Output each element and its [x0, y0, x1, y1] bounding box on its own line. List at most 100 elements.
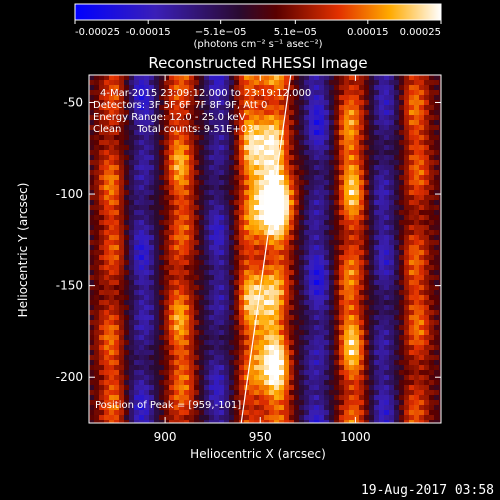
heatmap-cell: [154, 105, 160, 111]
heatmap-cell: [184, 90, 190, 96]
heatmap-cell: [259, 265, 265, 271]
heatmap-cell: [114, 305, 120, 311]
heatmap-cell: [274, 120, 280, 126]
heatmap-cell: [374, 280, 380, 286]
heatmap-cell: [159, 130, 165, 136]
heatmap-cell: [234, 405, 240, 411]
heatmap-cell: [409, 190, 415, 196]
heatmap-cell: [229, 205, 235, 211]
heatmap-cell: [154, 345, 160, 351]
heatmap-cell: [264, 385, 270, 391]
heatmap-cell: [404, 350, 410, 356]
heatmap-cell: [404, 185, 410, 191]
heatmap-cell: [154, 420, 160, 423]
heatmap-cell: [174, 95, 180, 101]
heatmap-cell: [89, 215, 95, 221]
heatmap-cell: [284, 150, 290, 156]
heatmap-cell: [174, 255, 180, 261]
heatmap-cell: [309, 255, 315, 261]
heatmap-cell: [304, 95, 310, 101]
heatmap-cell: [224, 280, 230, 286]
heatmap-cell: [134, 130, 140, 136]
heatmap-cell: [254, 185, 260, 191]
heatmap-cell: [94, 90, 100, 96]
heatmap-cell: [279, 155, 285, 161]
heatmap-cell: [434, 380, 440, 386]
heatmap-cell: [124, 235, 130, 241]
heatmap-cell: [184, 380, 190, 386]
heatmap-cell: [434, 400, 440, 406]
heatmap-cell: [229, 385, 235, 391]
heatmap-cell: [279, 105, 285, 111]
heatmap-cell: [114, 190, 120, 196]
heatmap-cell: [184, 325, 190, 331]
heatmap-cell: [174, 150, 180, 156]
heatmap-cell: [249, 185, 255, 191]
heatmap-cell: [189, 290, 195, 296]
heatmap-cell: [329, 160, 335, 166]
heatmap-cell: [114, 95, 120, 101]
heatmap-cell: [224, 150, 230, 156]
heatmap-cell: [219, 370, 225, 376]
heatmap-cell: [374, 160, 380, 166]
heatmap-cell: [304, 220, 310, 226]
heatmap-cell: [214, 185, 220, 191]
heatmap-cell: [434, 125, 440, 131]
heatmap-cell: [344, 220, 350, 226]
heatmap-cell: [94, 120, 100, 126]
heatmap-cell: [334, 405, 340, 411]
heatmap-cell: [214, 140, 220, 146]
heatmap-cell: [409, 110, 415, 116]
heatmap-cell: [339, 340, 345, 346]
heatmap-cell: [429, 315, 435, 321]
heatmap-cell: [139, 415, 145, 421]
heatmap-cell: [124, 360, 130, 366]
heatmap-cell: [319, 80, 325, 86]
heatmap-cell: [199, 375, 205, 381]
heatmap-cell: [174, 125, 180, 131]
heatmap-cell: [104, 100, 110, 106]
heatmap-cell: [374, 185, 380, 191]
heatmap-cell: [174, 230, 180, 236]
heatmap-cell: [199, 335, 205, 341]
heatmap-cell: [434, 115, 440, 121]
heatmap-cell: [229, 95, 235, 101]
heatmap-cell: [284, 85, 290, 91]
heatmap-cell: [269, 180, 275, 186]
heatmap-cell: [219, 245, 225, 251]
heatmap-cell: [314, 120, 320, 126]
heatmap-cell: [329, 200, 335, 206]
heatmap-cell: [194, 125, 200, 131]
heatmap-cell: [324, 155, 330, 161]
heatmap-cell: [149, 130, 155, 136]
heatmap-cell: [104, 370, 110, 376]
heatmap-cell: [174, 285, 180, 291]
heatmap-cell: [139, 75, 145, 81]
heatmap-cell: [309, 80, 315, 86]
heatmap-cell: [399, 75, 405, 81]
heatmap-cell: [329, 370, 335, 376]
heatmap-cell: [339, 240, 345, 246]
heatmap-cell: [274, 185, 280, 191]
heatmap-cell: [234, 390, 240, 396]
heatmap-cell: [289, 285, 295, 291]
heatmap-cell: [359, 270, 365, 276]
heatmap-cell: [234, 215, 240, 221]
heatmap-cell: [389, 220, 395, 226]
heatmap-cell: [434, 135, 440, 141]
heatmap-cell: [264, 85, 270, 91]
heatmap-cell: [239, 395, 245, 401]
heatmap-cell: [424, 240, 430, 246]
heatmap-cell: [289, 190, 295, 196]
heatmap-cell: [309, 160, 315, 166]
heatmap-cell: [389, 345, 395, 351]
heatmap-cell: [234, 170, 240, 176]
heatmap-cell: [229, 115, 235, 121]
heatmap-cell: [194, 345, 200, 351]
heatmap-cell: [269, 265, 275, 271]
heatmap-cell: [89, 315, 95, 321]
heatmap-cell: [244, 260, 250, 266]
heatmap-cell: [334, 190, 340, 196]
heatmap-cell: [229, 230, 235, 236]
heatmap-cell: [124, 120, 130, 126]
